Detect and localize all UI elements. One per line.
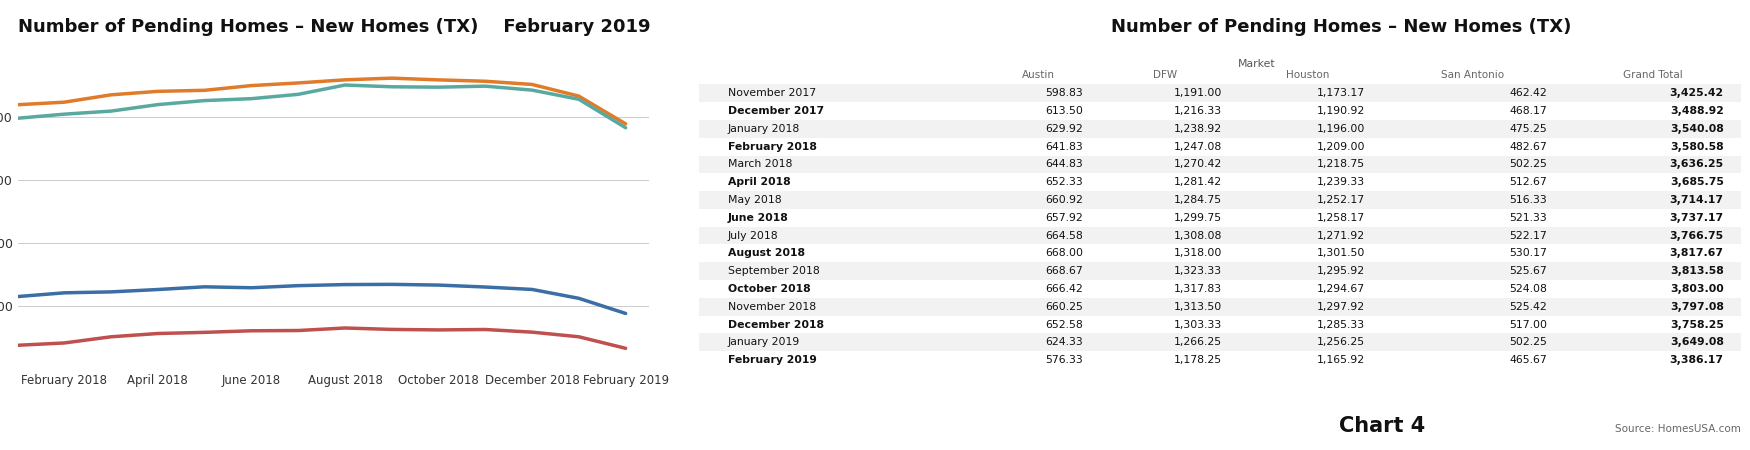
Text: Number of Pending Homes – New Homes (TX)    February 2019: Number of Pending Homes – New Homes (TX)…: [18, 18, 649, 36]
Text: Number of Pending Homes – New Homes (TX): Number of Pending Homes – New Homes (TX): [1111, 18, 1572, 36]
Text: Market: Market: [1237, 59, 1276, 69]
Text: Chart 4: Chart 4: [1339, 416, 1426, 436]
Text: Source: HomesUSA.com: Source: HomesUSA.com: [1615, 424, 1741, 434]
